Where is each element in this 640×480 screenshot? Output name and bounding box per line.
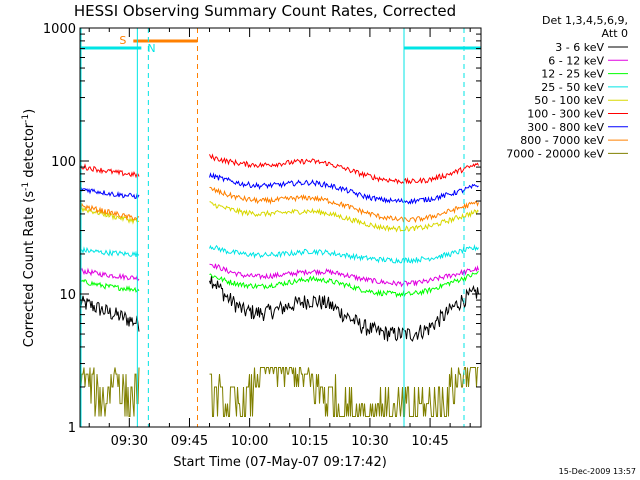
x-tick-label: 09:45 — [171, 434, 208, 449]
series-line-6-post — [209, 172, 479, 205]
legend-label: 50 - 100 keV — [534, 94, 604, 107]
x-tick-label: 10:00 — [231, 434, 268, 449]
legend-label: 100 - 300 keV — [527, 108, 604, 121]
legend-label: 12 - 25 keV — [541, 68, 604, 81]
legend-label: 300 - 800 keV — [527, 121, 604, 134]
saa-label: S — [119, 34, 126, 47]
series-line-4-pre — [79, 206, 140, 225]
series-group — [79, 153, 479, 417]
legend-label: 3 - 6 keV — [555, 41, 604, 54]
interval-markers: SN — [80, 28, 465, 427]
y-tick-label: 1000 — [43, 22, 76, 37]
y-tick-label: 100 — [51, 155, 76, 170]
x-axis-ticks: 09:30 09:45 10:00 10:15 10:30 10:45 — [88, 28, 471, 449]
series-line-0-post — [209, 276, 479, 342]
chart-title: HESSI Observing Summary Count Rates, Cor… — [74, 2, 456, 20]
series-line-2-pre — [79, 278, 140, 293]
series-line-3-pre — [79, 246, 140, 258]
y-tick-label: 10 — [59, 288, 76, 303]
series-line-5-post — [209, 153, 479, 185]
series-line-7-post — [209, 186, 479, 224]
series-line-8-pre — [79, 367, 140, 417]
x-tick-label: 09:30 — [111, 434, 148, 449]
timestamp: 15-Dec-2009 13:57 — [559, 467, 636, 476]
series-line-1-post — [209, 263, 479, 288]
y-axis-ticks: 1 10 100 1000 — [43, 22, 481, 436]
legend-header-1: Det 1,3,4,5,6,9, — [542, 14, 628, 27]
series-line-4-post — [209, 201, 479, 233]
series-line-7-pre — [79, 202, 140, 221]
y-axis-label: Corrected Count Rate (s-1 detector-1) — [21, 109, 37, 347]
legend-header-2: Att 0 — [602, 27, 628, 40]
series-line-3-post — [209, 243, 479, 265]
series-line-8-post — [209, 367, 479, 417]
series-line-0-pre — [79, 295, 140, 332]
y-tick-label: 1 — [68, 421, 76, 436]
night-label: N — [147, 42, 155, 55]
series-line-5-pre — [79, 163, 140, 179]
night-and-saa-bands — [80, 39, 481, 50]
legend-label: 800 - 7000 keV — [520, 134, 604, 147]
series-line-6-pre — [80, 186, 140, 199]
legend-label: 25 - 50 keV — [541, 81, 604, 94]
x-tick-label: 10:45 — [411, 434, 448, 449]
series-line-1-pre — [79, 267, 140, 282]
x-tick-label: 10:15 — [291, 434, 328, 449]
legend-label: 6 - 12 keV — [548, 54, 604, 67]
legend-label: 7000 - 20000 keV — [506, 147, 604, 160]
x-tick-label: 10:30 — [351, 434, 388, 449]
plot-frame — [79, 27, 482, 428]
series-line-2-post — [209, 271, 479, 298]
x-axis-label: Start Time (07-May-07 09:17:42) — [173, 455, 387, 470]
